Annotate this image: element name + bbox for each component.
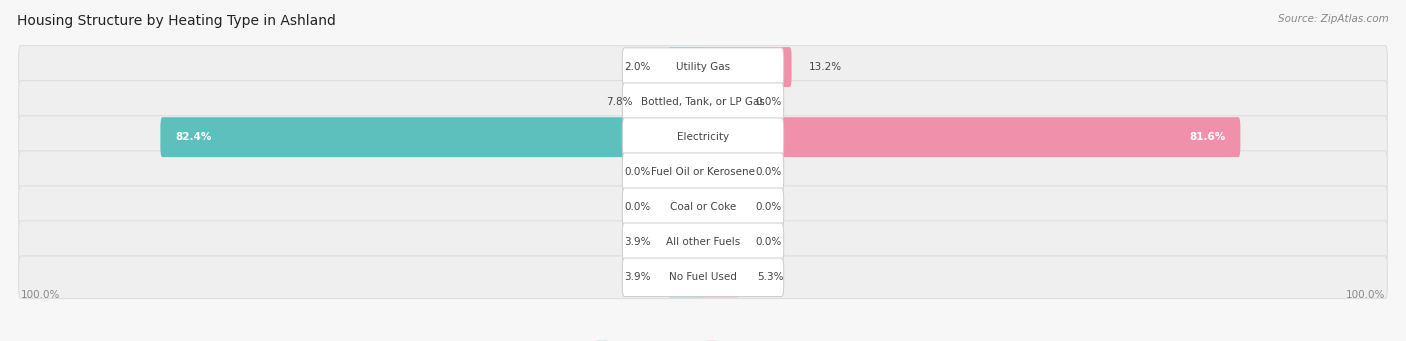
FancyBboxPatch shape [702, 152, 738, 192]
FancyBboxPatch shape [18, 46, 1388, 88]
FancyBboxPatch shape [702, 82, 738, 122]
FancyBboxPatch shape [702, 47, 792, 87]
Text: 0.0%: 0.0% [755, 167, 782, 177]
Text: Electricity: Electricity [676, 132, 730, 142]
Text: 5.3%: 5.3% [758, 272, 785, 282]
FancyBboxPatch shape [702, 187, 738, 227]
FancyBboxPatch shape [18, 81, 1388, 123]
Text: 2.0%: 2.0% [624, 62, 651, 72]
FancyBboxPatch shape [623, 258, 783, 297]
Text: 82.4%: 82.4% [176, 132, 212, 142]
FancyBboxPatch shape [18, 151, 1388, 194]
FancyBboxPatch shape [650, 82, 704, 122]
Text: 0.0%: 0.0% [624, 202, 651, 212]
FancyBboxPatch shape [18, 221, 1388, 264]
FancyBboxPatch shape [668, 257, 704, 297]
Text: All other Fuels: All other Fuels [666, 237, 740, 247]
Text: 7.8%: 7.8% [606, 97, 633, 107]
FancyBboxPatch shape [702, 222, 738, 262]
FancyBboxPatch shape [160, 117, 704, 157]
Text: Utility Gas: Utility Gas [676, 62, 730, 72]
Text: 0.0%: 0.0% [755, 237, 782, 247]
FancyBboxPatch shape [18, 256, 1388, 299]
FancyBboxPatch shape [668, 47, 704, 87]
Text: 3.9%: 3.9% [624, 237, 651, 247]
FancyBboxPatch shape [702, 117, 1240, 157]
Text: Housing Structure by Heating Type in Ashland: Housing Structure by Heating Type in Ash… [17, 14, 336, 28]
FancyBboxPatch shape [18, 116, 1388, 159]
FancyBboxPatch shape [702, 257, 740, 297]
Text: 0.0%: 0.0% [755, 202, 782, 212]
Text: 100.0%: 100.0% [21, 290, 60, 300]
Text: No Fuel Used: No Fuel Used [669, 272, 737, 282]
Text: 100.0%: 100.0% [1346, 290, 1385, 300]
Text: Fuel Oil or Kerosene: Fuel Oil or Kerosene [651, 167, 755, 177]
Text: 81.6%: 81.6% [1189, 132, 1225, 142]
Text: 13.2%: 13.2% [810, 62, 842, 72]
FancyBboxPatch shape [623, 188, 783, 226]
FancyBboxPatch shape [623, 223, 783, 262]
FancyBboxPatch shape [623, 83, 783, 121]
Text: 0.0%: 0.0% [755, 97, 782, 107]
FancyBboxPatch shape [623, 153, 783, 192]
FancyBboxPatch shape [668, 187, 704, 227]
Text: Source: ZipAtlas.com: Source: ZipAtlas.com [1278, 14, 1389, 24]
FancyBboxPatch shape [623, 118, 783, 157]
Text: 0.0%: 0.0% [624, 167, 651, 177]
Text: Coal or Coke: Coal or Coke [669, 202, 737, 212]
FancyBboxPatch shape [18, 186, 1388, 228]
FancyBboxPatch shape [668, 222, 704, 262]
Text: Bottled, Tank, or LP Gas: Bottled, Tank, or LP Gas [641, 97, 765, 107]
FancyBboxPatch shape [668, 152, 704, 192]
FancyBboxPatch shape [623, 48, 783, 86]
Text: 3.9%: 3.9% [624, 272, 651, 282]
